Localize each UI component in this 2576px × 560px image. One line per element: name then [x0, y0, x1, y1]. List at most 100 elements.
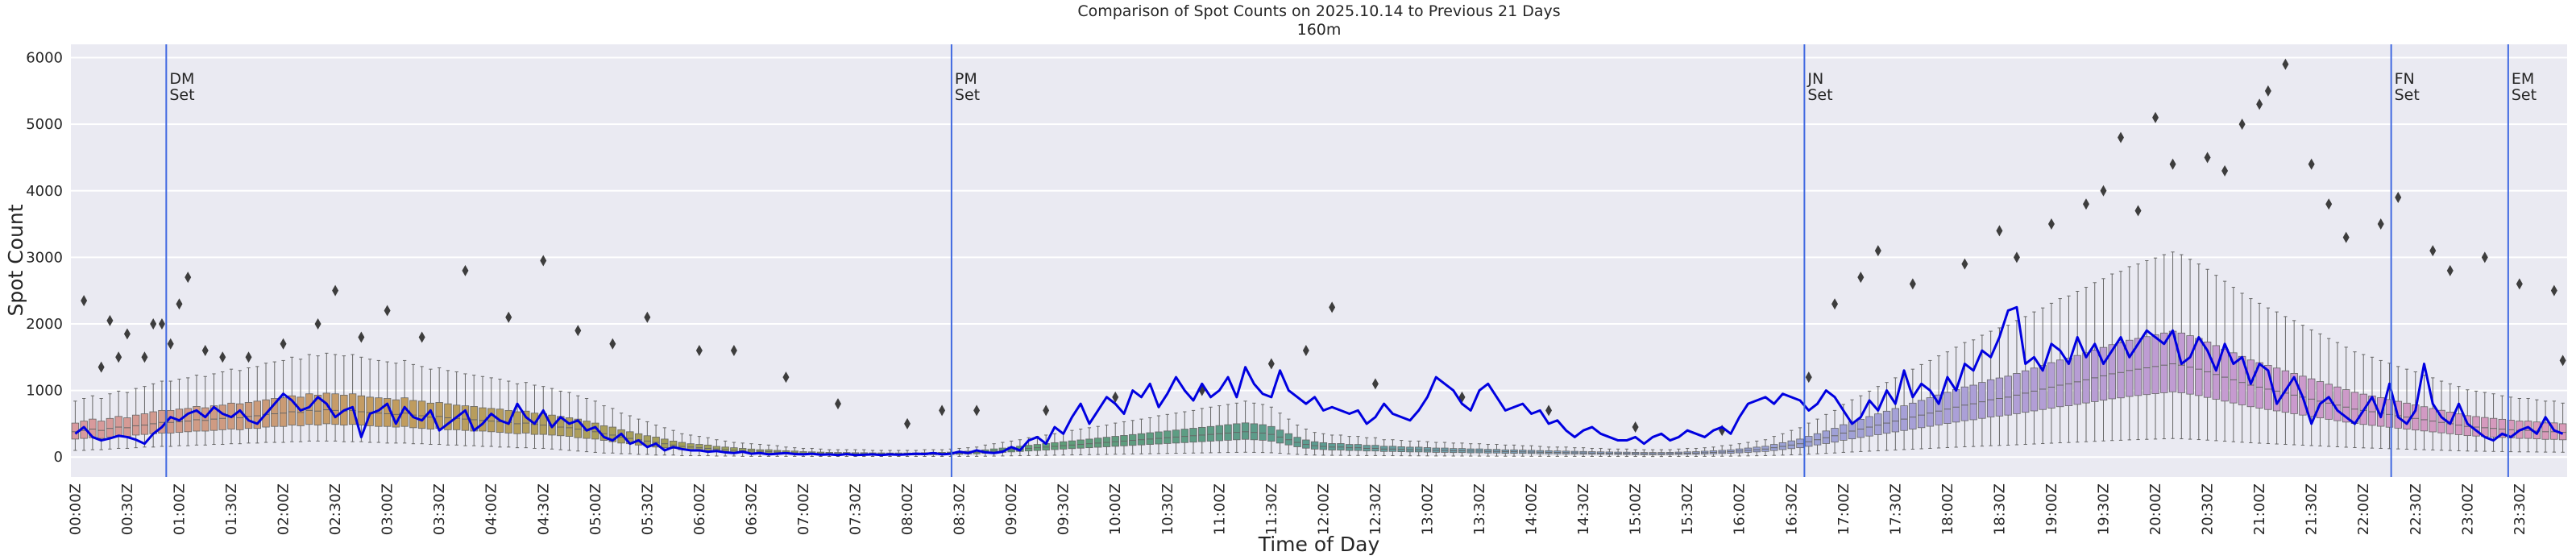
box [2203, 342, 2212, 398]
chart-title: Comparison of Spot Counts on 2025.10.14 … [1077, 2, 1560, 20]
flier [141, 351, 148, 363]
flier [1371, 378, 1379, 390]
box [1882, 410, 1891, 434]
box [1198, 426, 1206, 442]
box [313, 394, 322, 425]
flier [418, 331, 425, 343]
x-axis-title: Time of Day [1258, 533, 1380, 556]
flier [245, 351, 252, 363]
box [1831, 428, 1839, 443]
x-tick-label: 18:30Z [1991, 483, 2008, 535]
x-tick-label: 04:30Z [535, 483, 552, 535]
x-tick-label: 15:00Z [1628, 483, 1645, 535]
flier [2256, 98, 2263, 110]
box [1952, 389, 1960, 423]
x-tick-label: 00:00Z [67, 483, 84, 535]
flier [834, 398, 841, 410]
flier [1043, 404, 1050, 417]
flier [158, 317, 165, 330]
flier [123, 328, 131, 340]
box [2429, 408, 2437, 433]
event-label: EM [2512, 70, 2534, 88]
box [2039, 365, 2047, 410]
box [236, 403, 244, 430]
x-tick-label: 16:00Z [1732, 483, 1748, 535]
box [1917, 400, 1926, 429]
box [2385, 399, 2394, 428]
x-tick-label: 17:00Z [1836, 483, 1852, 535]
box [2342, 389, 2350, 423]
box [2091, 350, 2099, 402]
flier [2013, 251, 2020, 263]
flier [384, 305, 391, 317]
y-tick-label: 6000 [26, 50, 63, 67]
y-tick-label: 1000 [26, 383, 63, 400]
x-tick-label: 08:00Z [899, 483, 916, 535]
x-tick-label: 00:30Z [119, 483, 136, 535]
event-label: FN [2395, 70, 2415, 88]
x-tick-label: 07:30Z [848, 483, 865, 535]
box [1224, 424, 1232, 441]
box [1250, 423, 1259, 441]
flier [2429, 245, 2437, 257]
box [2134, 338, 2143, 396]
flier [2550, 284, 2557, 297]
box [513, 411, 521, 434]
x-tick-label: 02:00Z [276, 483, 292, 535]
flier [332, 284, 339, 297]
flier [782, 371, 790, 384]
x-tick-label: 06:00Z [691, 483, 708, 535]
box [2541, 422, 2549, 440]
y-axis-title: Spot Count [4, 204, 27, 316]
y-tick-label: 0 [54, 449, 63, 466]
box [123, 417, 131, 438]
x-tick-label: 12:00Z [1315, 483, 1332, 535]
box [357, 395, 366, 425]
box [184, 408, 192, 433]
box [1978, 382, 1986, 419]
box [2307, 378, 2316, 417]
flier [730, 345, 737, 357]
x-tick-label: 11:30Z [1263, 483, 1280, 535]
box [288, 395, 297, 425]
flier [2169, 158, 2176, 170]
flier [1267, 358, 1275, 370]
box [1813, 433, 1822, 446]
flier [1805, 371, 1812, 384]
box [1137, 433, 1146, 446]
flier [2221, 164, 2229, 176]
x-tick-label: 03:30Z [431, 483, 448, 535]
box [2212, 345, 2221, 400]
box [1215, 425, 1223, 442]
flier [2082, 198, 2089, 210]
x-tick-label: 20:00Z [2147, 483, 2164, 535]
x-tick-label: 14:00Z [1524, 483, 1541, 535]
x-tick-label: 01:30Z [223, 483, 240, 535]
flier [97, 361, 105, 373]
flier [2152, 111, 2159, 123]
box [2437, 409, 2445, 433]
today-line [74, 305, 2564, 457]
box [1840, 424, 1848, 441]
box [565, 417, 574, 438]
box [1960, 386, 1969, 421]
box [574, 418, 582, 438]
box [417, 400, 426, 429]
flier [81, 295, 88, 307]
box [1986, 379, 1995, 417]
event-label: Set [169, 86, 194, 104]
y-tick-label: 2000 [26, 316, 63, 333]
x-tick-label: 22:00Z [2355, 483, 2372, 535]
x-tick-label: 20:30Z [2200, 483, 2217, 535]
box [1276, 429, 1284, 444]
y-tick-label: 5000 [26, 116, 63, 133]
box [140, 413, 149, 435]
box [2151, 334, 2159, 394]
x-tick-label: 03:00Z [380, 483, 396, 535]
box [2221, 348, 2229, 402]
flier [1329, 301, 1336, 313]
box [1189, 428, 1197, 443]
x-tick-label: 14:30Z [1575, 483, 1592, 535]
box [2481, 417, 2489, 438]
x-tick-label: 13:30Z [1471, 483, 1488, 535]
